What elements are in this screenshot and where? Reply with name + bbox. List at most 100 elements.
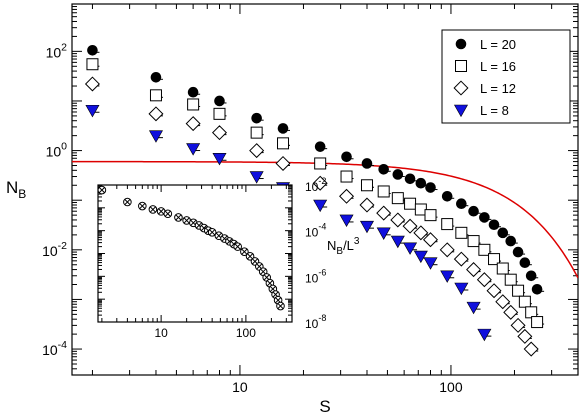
- legend-marker: [453, 80, 469, 96]
- legend-marker: [455, 60, 467, 72]
- inset-y-tick-label: 10-8: [305, 313, 326, 331]
- inset-y-tick-label-exponent: -2: [318, 176, 326, 186]
- data-point: [519, 257, 531, 269]
- data-point: [340, 170, 353, 183]
- inset-series: [97, 185, 285, 311]
- data-point: [150, 71, 162, 83]
- y-axis-title: NB: [6, 178, 26, 201]
- data-point: [250, 126, 263, 139]
- data-point: [525, 270, 537, 282]
- data-point: [85, 104, 100, 118]
- inset-x-tick-label: 10: [154, 326, 168, 340]
- inset-ylabel-l: /L: [343, 238, 354, 253]
- inset-point-cross: [241, 248, 248, 255]
- inset-point-cross: [183, 217, 190, 224]
- inset-point-cross: [175, 214, 182, 221]
- data-point: [455, 226, 468, 239]
- data-point: [488, 219, 500, 231]
- data-point: [187, 98, 200, 111]
- inset-point-cross: [209, 229, 216, 236]
- series-l-12: [84, 76, 539, 357]
- data-point: [496, 262, 509, 275]
- data-point: [186, 143, 201, 156]
- data-point: [423, 232, 439, 248]
- inset-ticks: [98, 184, 292, 323]
- y-tick-label-exponent: 2: [61, 41, 67, 53]
- y-tick-label: 100: [46, 141, 68, 160]
- data-point: [376, 205, 392, 221]
- data-point: [486, 283, 502, 299]
- data-point: [413, 250, 428, 264]
- data-point: [341, 151, 352, 163]
- data-point: [425, 182, 436, 193]
- data-point: [478, 243, 491, 256]
- inset-point-cross: [158, 208, 165, 215]
- data-point: [213, 107, 226, 120]
- inset-y-tick-label-base: 10: [305, 180, 319, 194]
- inset-point-cross: [164, 210, 171, 217]
- inset-y-axis-title: NB/L3: [327, 236, 360, 257]
- data-point: [392, 169, 404, 180]
- data-point: [277, 123, 289, 134]
- inset-point-cross: [124, 199, 131, 205]
- data-point: [440, 270, 455, 283]
- y-axis-title-sub: B: [18, 187, 26, 201]
- data-point: [249, 143, 265, 159]
- data-point: [476, 272, 492, 288]
- main-ticks: [72, 3, 579, 376]
- data-point: [439, 242, 455, 258]
- data-point: [404, 197, 417, 210]
- data-point: [212, 152, 227, 166]
- y-axis-title-main: N: [6, 178, 18, 197]
- data-point: [214, 95, 225, 107]
- inset-point-cross: [277, 303, 284, 309]
- data-point: [376, 227, 391, 240]
- data-point: [454, 282, 469, 296]
- data-point: [479, 212, 490, 223]
- main-series: [84, 44, 545, 357]
- y-tick-label-exponent: 0: [61, 141, 67, 153]
- data-point: [505, 235, 517, 247]
- data-point: [84, 76, 100, 92]
- data-point: [518, 295, 531, 308]
- data-point: [390, 212, 406, 228]
- data-point: [488, 253, 501, 266]
- inset-point-cross: [139, 203, 146, 209]
- inset-ylabel-exp: 3: [354, 236, 360, 247]
- legend-label: L = 8: [480, 103, 509, 118]
- x-axis-title: S: [319, 397, 330, 416]
- data-point: [275, 155, 291, 171]
- inset-x-tick-label: 100: [236, 326, 256, 340]
- inset-y-tick-label: 10-6: [305, 267, 326, 285]
- data-point: [378, 163, 389, 175]
- data-point: [415, 177, 427, 189]
- data-point: [510, 317, 526, 333]
- y-tick-label-exponent: -2: [58, 240, 67, 252]
- inset-y-tick-label-exponent: -4: [318, 222, 326, 232]
- series-l-20: [87, 44, 545, 295]
- data-point: [211, 125, 227, 141]
- data-point: [423, 257, 438, 270]
- legend: L = 20 L = 16 L = 12 L = 8: [441, 29, 571, 124]
- data-point: [390, 235, 405, 249]
- data-point: [512, 246, 524, 258]
- data-point: [360, 179, 373, 192]
- y-tick-label: 10-2: [42, 240, 67, 259]
- data-point: [87, 44, 98, 56]
- legend-marker: [455, 38, 467, 50]
- data-point: [149, 89, 162, 102]
- data-point: [466, 262, 482, 278]
- series-l-16: [86, 58, 545, 329]
- y-tick-label-base: 10: [46, 144, 62, 160]
- data-point: [403, 242, 418, 255]
- data-point: [467, 235, 480, 248]
- legend-label: L = 20: [480, 37, 516, 52]
- data-point: [413, 225, 429, 241]
- data-point: [312, 175, 328, 191]
- inset-point-cross: [98, 187, 105, 194]
- inset-y-tick-label-exponent: -8: [318, 313, 326, 323]
- data-point: [453, 251, 469, 267]
